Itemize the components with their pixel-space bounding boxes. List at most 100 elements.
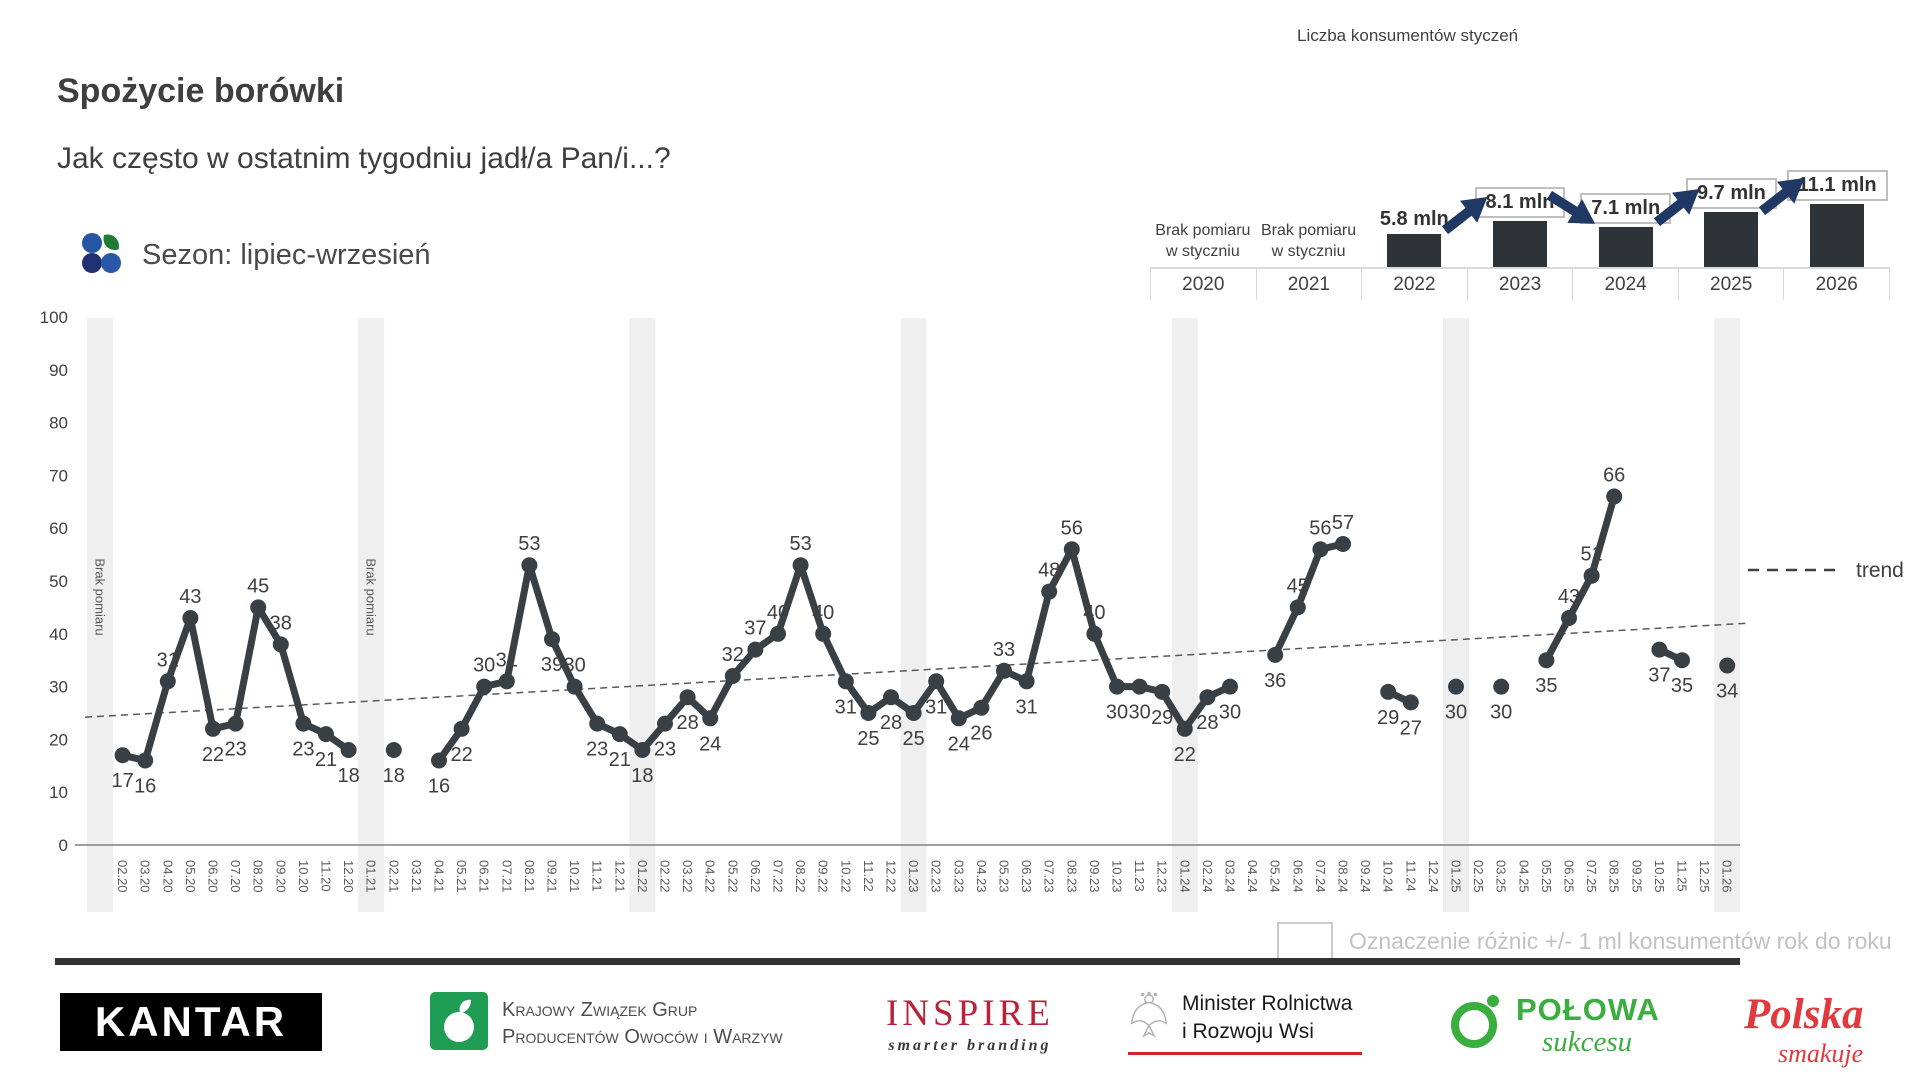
data-point xyxy=(1312,541,1329,558)
data-point xyxy=(837,673,854,690)
x-axis-tick: 01.25 xyxy=(1449,860,1464,893)
data-point-label: 27 xyxy=(1400,717,1422,739)
x-axis-tick: 04.24 xyxy=(1245,860,1260,893)
data-point-label: 56 xyxy=(1061,517,1083,539)
x-axis-tick: 12.25 xyxy=(1697,860,1712,893)
year-label: 2022 xyxy=(1361,269,1467,300)
x-axis-tick: 07.20 xyxy=(228,860,243,893)
series-line xyxy=(119,603,353,764)
data-point xyxy=(1583,567,1600,584)
x-axis-tick: 07.22 xyxy=(771,860,786,893)
y-axis-tick: 50 xyxy=(49,572,68,591)
data-point xyxy=(634,742,651,758)
x-axis-tick: 08.25 xyxy=(1607,860,1622,893)
x-axis-tick: 09.25 xyxy=(1629,860,1644,893)
inspire-tagline: smarter branding xyxy=(888,1037,1052,1054)
ministry-red-underline xyxy=(1128,1052,1362,1055)
x-axis-tick: 02.24 xyxy=(1200,860,1215,893)
polska-line2: smakuje xyxy=(1778,1039,1864,1068)
data-point-label: 25 xyxy=(857,728,879,750)
x-axis-tick: 04.25 xyxy=(1516,860,1531,893)
x-axis-tick: 11.21 xyxy=(590,860,605,892)
kzg-logo-text: Krajowy Związek Grup Producentów Owoców … xyxy=(502,997,783,1051)
no-measurement-note: Brak pomiaru w styczniu xyxy=(1261,222,1357,261)
kzg-line1: Krajowy Związek Grup xyxy=(502,998,698,1021)
year-label: 2024 xyxy=(1572,269,1678,300)
difference-legend-text: Oznaczenie różnic +/- 1 ml konsumentów r… xyxy=(1349,927,1892,954)
x-axis-tick: 10.23 xyxy=(1110,860,1125,893)
mini-chart-column-2023: 8.1 mln xyxy=(1467,186,1573,267)
no-measurement-band xyxy=(87,318,113,912)
mini-chart-title: Liczba konsumentów styczeń xyxy=(1297,26,1519,45)
increase-arrow xyxy=(1752,163,1817,224)
kantar-logo: KANTAR xyxy=(60,993,322,1051)
x-axis-tick: 05.22 xyxy=(725,860,740,893)
consumers-bar xyxy=(1598,226,1653,267)
data-point xyxy=(137,752,154,769)
data-point-label: 22 xyxy=(202,744,224,766)
data-point-label: 22 xyxy=(450,744,472,766)
x-axis-tick: 01.26 xyxy=(1720,860,1735,893)
no-measurement-band xyxy=(358,318,385,912)
x-axis-tick: 09.23 xyxy=(1087,860,1102,893)
data-point xyxy=(679,689,696,706)
no-measurement-band xyxy=(629,318,656,912)
x-axis-tick: 08.22 xyxy=(793,860,808,893)
x-axis-tick: 09.24 xyxy=(1358,860,1373,893)
data-point xyxy=(770,625,786,642)
data-point-label: 23 xyxy=(654,739,676,761)
mini-chart-year-axis: 2020 2021 2022 2023 2024 2025 2026 xyxy=(1150,269,1891,300)
x-axis-tick: 06.25 xyxy=(1562,860,1577,893)
season-row: Sezon: lipiec-wrzesień xyxy=(80,232,431,279)
data-point xyxy=(159,673,176,690)
x-axis-tick: 12.24 xyxy=(1426,860,1441,893)
data-point xyxy=(1222,678,1238,695)
y-axis-tick: 40 xyxy=(49,625,68,644)
data-point-label: 30 xyxy=(1219,702,1241,724)
data-point-label: 40 xyxy=(1083,602,1105,624)
ministry-text: Minister Rolnictwa i Rozwoju Wsi xyxy=(1182,990,1352,1045)
x-axis-tick: 12.21 xyxy=(612,860,627,893)
ministry-logo: Minister Rolnictwa i Rozwoju Wsi xyxy=(1128,990,1362,1055)
polowa-ring-icon xyxy=(1448,992,1506,1055)
data-point xyxy=(318,726,334,743)
x-axis-tick: 01.24 xyxy=(1177,860,1192,893)
data-point xyxy=(950,710,967,727)
y-axis-tick: 70 xyxy=(49,466,68,485)
data-point-label: 35 xyxy=(1671,675,1693,697)
series-line xyxy=(435,545,1234,764)
data-point xyxy=(498,673,515,690)
x-axis-tick: 04.21 xyxy=(432,860,447,893)
x-axis-tick: 03.22 xyxy=(680,860,695,893)
x-axis-tick: 02.20 xyxy=(115,860,130,893)
no-measurement-band xyxy=(1171,318,1198,912)
x-axis-tick: 07.21 xyxy=(499,860,514,893)
no-measurement-band xyxy=(900,318,927,912)
data-point-label: 23 xyxy=(224,739,246,761)
data-point xyxy=(1199,689,1216,706)
x-axis-tick: 03.20 xyxy=(138,860,153,893)
increase-arrow xyxy=(1646,174,1711,235)
page-title: Spożycie borówki xyxy=(57,72,345,110)
x-axis-tick: 04.23 xyxy=(974,860,989,893)
data-point xyxy=(1267,646,1284,663)
data-point xyxy=(1719,657,1736,674)
x-axis-tick: 02.23 xyxy=(929,860,944,893)
x-axis-tick: 01.23 xyxy=(906,860,921,893)
consumers-bar xyxy=(1387,233,1442,267)
season-label: Sezon: lipiec-wrzesień xyxy=(142,239,431,271)
data-point-label: 56 xyxy=(1309,517,1331,539)
x-axis-tick: 03.25 xyxy=(1494,860,1509,893)
mini-chart-column-2025: 9.7 mln xyxy=(1679,177,1785,267)
x-axis-tick: 02.22 xyxy=(658,860,673,893)
data-point-label: 32 xyxy=(722,644,744,666)
data-point xyxy=(1041,583,1058,600)
data-point xyxy=(815,625,832,642)
year-label: 2023 xyxy=(1466,269,1573,300)
data-point xyxy=(1086,625,1103,642)
x-axis-tick: 11.22 xyxy=(861,860,876,892)
data-point-label: 40 xyxy=(767,602,789,624)
data-point-label: 16 xyxy=(428,776,450,798)
data-point-label: 31 xyxy=(1015,696,1037,718)
kzgpoiw-logo: Krajowy Związek Grup Producentów Owoców … xyxy=(430,992,783,1055)
